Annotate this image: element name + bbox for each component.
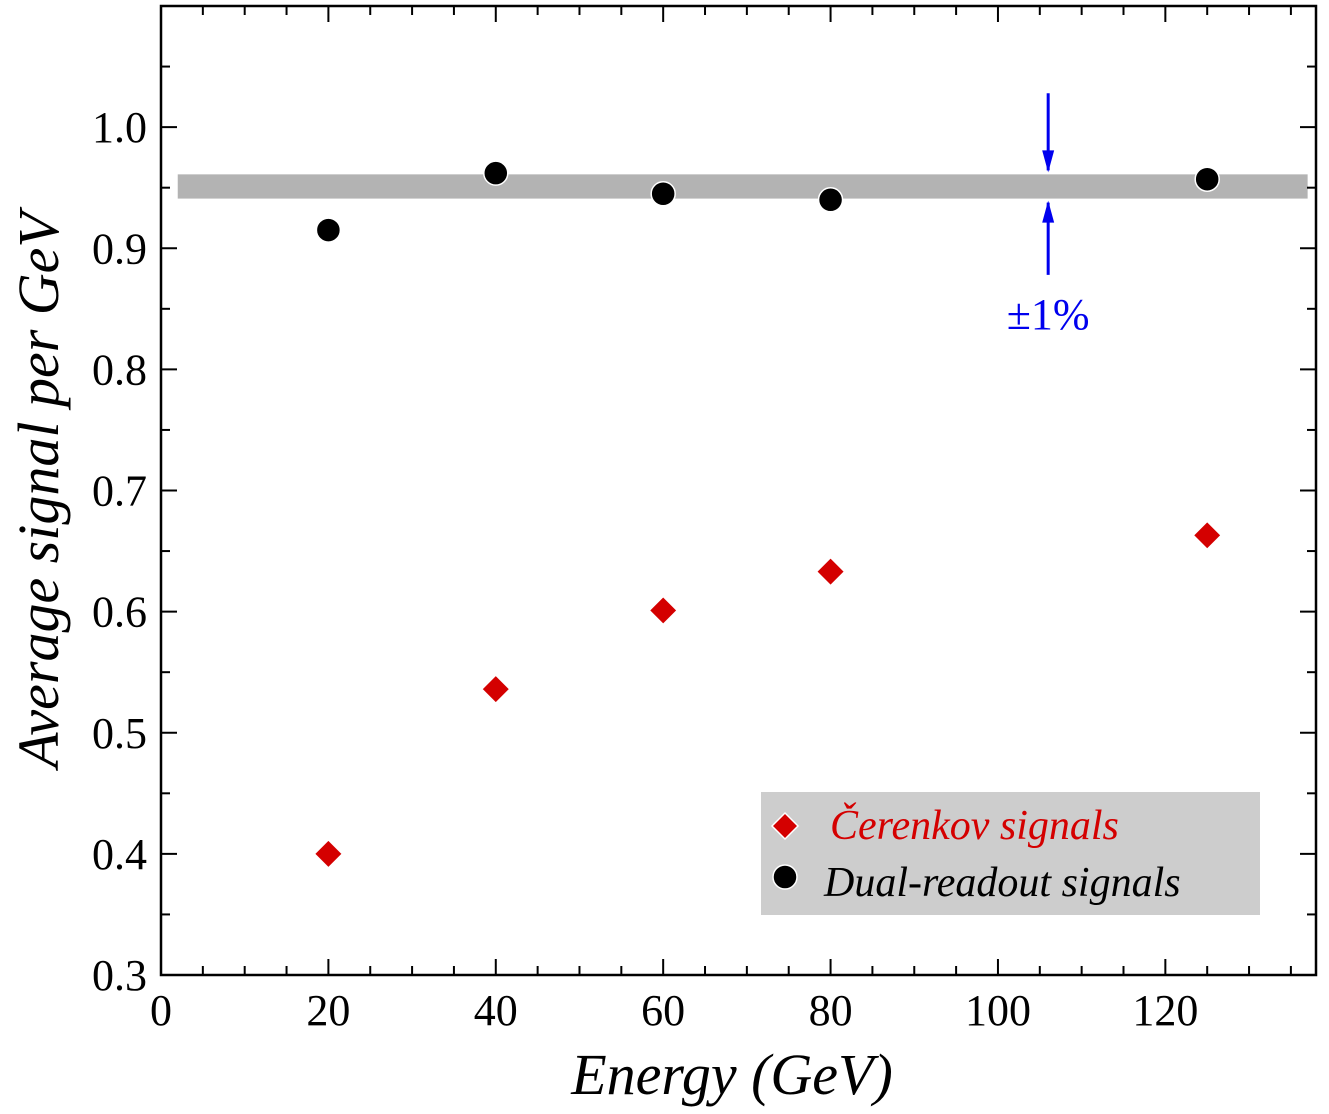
y-tick-label: 0.4 xyxy=(92,830,147,879)
uncertainty-band xyxy=(177,174,1308,199)
legend-label-cerenkov: Čerenkov signals xyxy=(830,802,1119,849)
cerenkov-point xyxy=(1192,520,1223,551)
y-tick-label: 0.5 xyxy=(92,709,147,758)
tick-labels: 0 20 40 60 80 100 120 0.3 0.4 0.5 0.6 0.7 0.8 0.9 1.0 xyxy=(92,103,1198,1035)
legend-label-dual-readout: Dual-readout signals xyxy=(823,860,1181,906)
arrow-up-head xyxy=(1042,200,1055,223)
dual-readout-point xyxy=(817,187,844,213)
dual-readout-point xyxy=(483,160,509,186)
tick-layer xyxy=(160,5,1316,976)
legend: Čerenkov signals Dual-readout signals xyxy=(761,792,1260,915)
plot-frame xyxy=(159,4,1318,977)
dual-readout-point xyxy=(315,217,342,243)
x-tick-label: 60 xyxy=(641,986,685,1035)
x-tick-label: 80 xyxy=(809,986,853,1035)
annotation-label: ±1% xyxy=(1007,290,1090,339)
cerenkov-point xyxy=(480,674,511,705)
y-tick-label: 0.8 xyxy=(92,345,147,394)
legend-box xyxy=(761,792,1260,915)
legend-marker-cerenkov xyxy=(770,811,800,841)
annotation: ±1% xyxy=(1007,93,1090,339)
x-tick-label: 0 xyxy=(150,986,172,1035)
y-tick-label: 0.7 xyxy=(92,467,147,516)
x-tick-label: 100 xyxy=(965,986,1031,1035)
cerenkov-point xyxy=(815,556,846,587)
x-tick-label: 120 xyxy=(1132,986,1198,1035)
band-layer xyxy=(177,174,1308,199)
data-points xyxy=(313,160,1223,869)
x-axis-title: Energy (GeV) xyxy=(570,1042,893,1107)
y-axis-title: Average signal per GeV xyxy=(6,206,71,772)
arrow-down-head xyxy=(1042,150,1055,173)
cerenkov-point xyxy=(648,595,679,626)
y-tick-label: 1.0 xyxy=(92,103,147,152)
dual-readout-point xyxy=(1194,166,1220,192)
x-tick-label: 20 xyxy=(306,986,350,1035)
y-tick-label: 0.3 xyxy=(92,951,147,1000)
y-tick-label: 0.9 xyxy=(92,224,147,273)
dual-readout-point xyxy=(650,180,676,207)
cerenkov-point xyxy=(313,838,344,869)
x-tick-label: 40 xyxy=(474,986,518,1035)
legend-marker-dual-readout xyxy=(772,864,798,890)
y-tick-label: 0.6 xyxy=(92,588,147,637)
legend-markers xyxy=(770,811,800,890)
